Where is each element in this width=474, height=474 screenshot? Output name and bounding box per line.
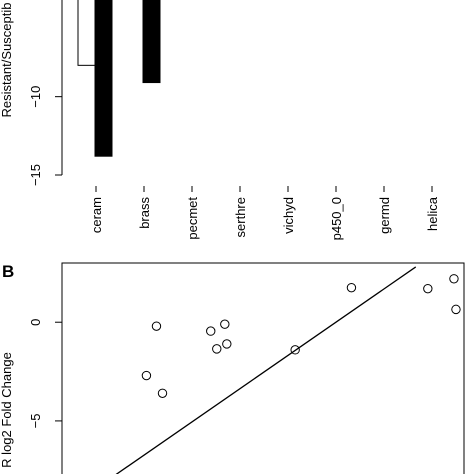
panel-b-point	[222, 339, 232, 349]
panel-b-point	[451, 304, 461, 315]
panel-b-point	[157, 388, 168, 398]
panel-a-bar	[77, 0, 96, 66]
panel-b-y-ticks: 0 −5	[28, 319, 62, 428]
panel-a-x-tick-label: pecmet	[185, 197, 200, 240]
panel-b-point	[151, 321, 162, 331]
panel-a: Resistant/Susceptib −15 −10 ceram brass pec…	[0, 0, 440, 240]
panel-a-x-tick-label: helica	[425, 196, 440, 231]
panel-a-bars	[77, 0, 161, 157]
panel-b-y-axis-label: R log2 Fold Change	[0, 352, 14, 468]
panel-a-y-tick-label: −10	[28, 86, 43, 108]
panel-b-y-tick-label: 0	[28, 319, 43, 326]
panel-b-points	[141, 274, 461, 398]
panel-b-point	[346, 282, 357, 293]
panel-b-point	[206, 326, 216, 336]
panel-b-fit-line	[115, 266, 417, 474]
panel-a-x-tick-label: serthre	[233, 197, 248, 237]
panel-a-y-ticks: −15 −10	[28, 86, 62, 186]
panel-a-x-tick-label: vichyd	[281, 197, 296, 234]
panel-b-label: B	[2, 262, 14, 281]
panel-a-x-tick-label: ceram	[89, 197, 104, 233]
panel-b-point	[212, 344, 222, 354]
panel-b: B R log2 Fold Change 0 −5	[0, 262, 465, 474]
panel-a-bar	[142, 0, 161, 84]
panel-b-point	[290, 345, 300, 355]
panel-b-plot-frame	[61, 262, 465, 474]
panel-a-x-tick-label: brass	[137, 197, 152, 229]
panel-b-point	[449, 274, 459, 284]
panel-a-y-tick-label: −15	[28, 164, 43, 186]
panel-a-x-tick-label: p450_0	[329, 197, 344, 240]
panel-a-y-axis-label: Resistant/Susceptib	[0, 3, 14, 118]
panel-b-point	[141, 370, 152, 381]
panel-b-point	[423, 283, 433, 294]
panel-a-bar	[94, 0, 113, 157]
panel-a-x-tick-label: germd	[377, 197, 392, 234]
panel-b-y-tick-label: −5	[28, 413, 43, 428]
panel-a-x-tick-labels: ceram brass pecmet serthre vichyd p450_0 germd…	[89, 186, 440, 240]
panel-b-point	[220, 319, 230, 329]
